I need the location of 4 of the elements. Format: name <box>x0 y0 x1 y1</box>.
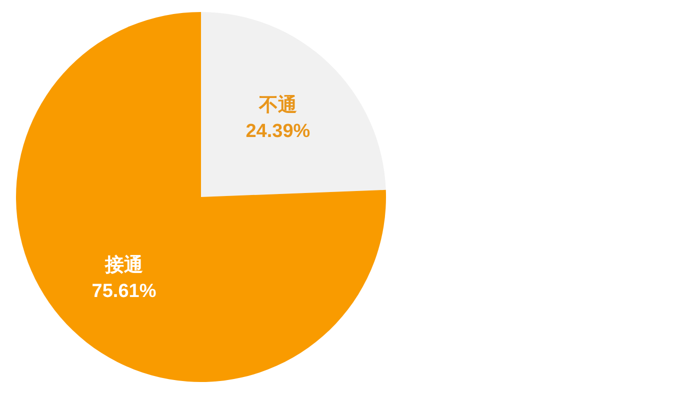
slice-label: 不通 <box>258 94 297 116</box>
data-label: 24.39% <box>246 121 310 142</box>
slice-label: 接通 <box>104 254 144 276</box>
data-label: 75.61% <box>92 280 156 302</box>
